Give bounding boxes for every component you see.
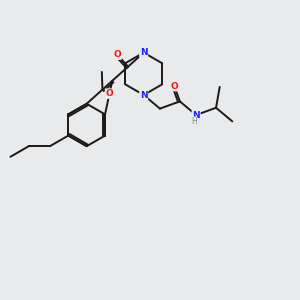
Text: O: O [170,82,178,91]
Text: N: N [192,110,200,119]
Text: O: O [113,50,121,59]
Text: N: N [140,91,148,100]
Text: N: N [140,48,148,57]
Text: H: H [191,117,197,126]
Text: O: O [106,89,113,98]
